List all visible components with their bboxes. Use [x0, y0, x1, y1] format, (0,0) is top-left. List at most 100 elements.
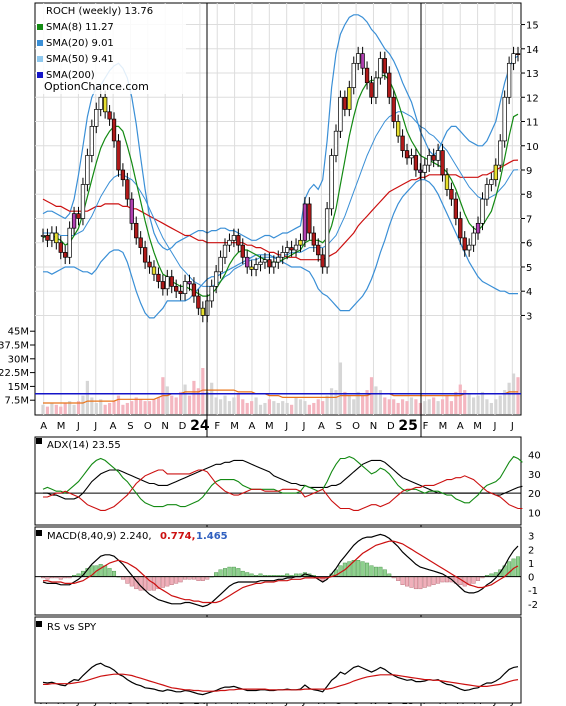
- volume-bar: [458, 384, 462, 414]
- volume-bar: [76, 401, 81, 414]
- macd-series-line: [42, 533, 519, 608]
- volume-bar: [54, 404, 58, 414]
- macd-histogram-bar: [98, 564, 103, 577]
- macd-histogram-bar: [236, 568, 241, 577]
- volume-bar: [400, 399, 405, 414]
- volume-bar: [463, 390, 467, 414]
- rs-legend-swatch: [36, 621, 42, 627]
- candle-body: [191, 283, 197, 297]
- candle-body: [258, 261, 263, 265]
- macd-histogram-bar: [223, 568, 228, 577]
- volume-bar: [94, 402, 98, 414]
- macd-histogram-bar: [369, 565, 374, 577]
- candle-body: [54, 232, 59, 244]
- candle-body: [506, 62, 512, 98]
- macd-histogram-bar: [378, 566, 383, 577]
- macd-tick-label: 0: [528, 573, 534, 584]
- candle-body: [165, 276, 170, 290]
- candle-body: [356, 53, 361, 64]
- month-label: F: [214, 421, 220, 432]
- month-label: J: [510, 421, 514, 432]
- volume-bar: [139, 399, 143, 414]
- volume-bar: [156, 397, 161, 414]
- rs-series-line: [43, 673, 519, 692]
- macd-histogram-bar: [218, 569, 223, 577]
- candle-body: [404, 150, 410, 159]
- volume-bar: [121, 404, 125, 414]
- legend-swatch: [37, 24, 43, 30]
- candle-body: [302, 203, 308, 241]
- macd-histogram-bar: [413, 576, 418, 590]
- volume-bar: [374, 386, 378, 414]
- candle-body: [138, 237, 143, 248]
- volume-bar: [183, 384, 187, 414]
- volume-bar: [409, 397, 414, 414]
- legend-swatch: [37, 56, 43, 62]
- volume-bar: [241, 399, 245, 414]
- candle-body: [475, 222, 481, 234]
- price-tick-label: 6: [526, 239, 532, 250]
- volume-bar: [329, 388, 334, 414]
- candle-body: [285, 247, 290, 253]
- macd-tick-label: 3: [528, 532, 534, 543]
- volume-bar: [516, 377, 520, 414]
- macd-histogram-bar: [436, 576, 441, 584]
- month-label: S: [127, 421, 133, 432]
- candle-body: [347, 87, 352, 110]
- adx-tick-label: 40: [528, 451, 541, 462]
- macd-histogram-bar: [373, 566, 378, 577]
- macd-histogram-bar: [409, 576, 414, 588]
- volume-bar: [90, 397, 94, 414]
- candle-body: [395, 121, 401, 137]
- adx-tick-label: 30: [528, 470, 541, 481]
- volume-bar: [480, 391, 485, 414]
- candle-body: [227, 239, 232, 246]
- volume-bar: [170, 395, 174, 414]
- candle-body: [71, 213, 77, 229]
- volume-bar: [192, 380, 196, 414]
- candle-body: [187, 281, 192, 285]
- macd-histogram-bar: [400, 576, 405, 585]
- candle-body: [89, 126, 94, 156]
- volume-bar: [312, 402, 316, 414]
- volume-tick-label: 22.5M: [0, 368, 29, 379]
- candle-body: [471, 232, 476, 246]
- macd-histogram-bar: [160, 576, 165, 588]
- volume-bar: [427, 399, 431, 414]
- volume-bar: [347, 395, 351, 414]
- volume-bar: [321, 401, 325, 414]
- candle-body: [67, 227, 72, 258]
- candle-body: [116, 140, 121, 171]
- volume-bar: [130, 401, 134, 414]
- candle-body: [280, 252, 285, 258]
- month-label: A: [318, 421, 325, 432]
- candle-body: [262, 259, 268, 263]
- macd-histogram-bar: [143, 576, 148, 591]
- candle-body: [333, 130, 339, 156]
- volume-bar: [72, 404, 76, 414]
- month-label: 24: [190, 418, 210, 434]
- price-tick-label: 3: [526, 311, 532, 322]
- macd-histogram-bar: [418, 576, 423, 590]
- macd-tick-label: -1: [528, 586, 538, 597]
- price-tick-label: 14: [526, 45, 539, 56]
- candle-body: [418, 169, 423, 173]
- macd-histogram-bar: [165, 576, 170, 587]
- candle-body: [289, 247, 294, 251]
- month-label: M: [265, 421, 274, 432]
- macd-signal-label: 0.774,: [160, 531, 195, 542]
- volume-bar: [387, 399, 391, 414]
- candle-body: [400, 135, 405, 151]
- volume-bar: [258, 404, 263, 414]
- rs-panel-frame: [34, 616, 522, 704]
- volume-tick-label: 45M: [8, 327, 29, 338]
- candle-body: [342, 96, 348, 110]
- candle-body: [267, 259, 272, 268]
- month-label: O: [144, 421, 152, 432]
- month-label: J: [492, 421, 496, 432]
- volume-bar: [85, 380, 89, 414]
- month-label: M: [230, 421, 239, 432]
- volume-bar: [298, 399, 303, 414]
- candle-body: [444, 174, 450, 190]
- volume-bar: [316, 399, 320, 414]
